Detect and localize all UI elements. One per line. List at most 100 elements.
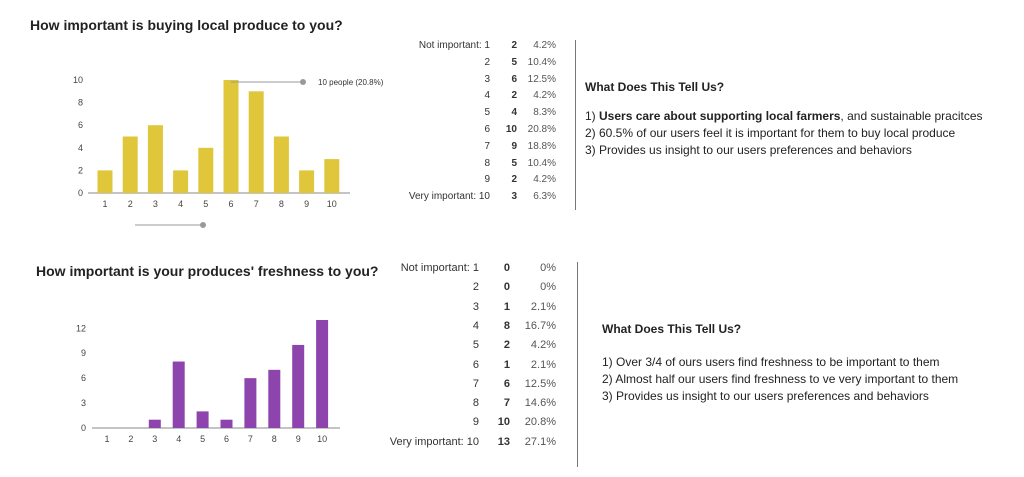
table1-count: 4	[511, 107, 517, 119]
table2-row: 8 7 14.6%	[378, 397, 563, 411]
chart2-bar	[220, 419, 233, 428]
chart2-bar	[316, 320, 329, 428]
insight-2-line-1: 1) Over 3/4 of ours users find freshness…	[602, 355, 940, 369]
table1-row: 7 9 18.8%	[395, 141, 565, 155]
table2-percent: 4.2%	[530, 339, 556, 352]
table1-count: 10	[505, 124, 517, 135]
table1-count: 3	[511, 191, 517, 203]
chart1-y-tick-label: 10	[73, 75, 83, 85]
insight-1-line-3: 3) Provides us insight to our users pref…	[585, 143, 912, 157]
table2-percent: 20.8%	[524, 416, 556, 429]
chart1-y-tick-label: 6	[78, 120, 83, 130]
insight-1-line-1: 1) Users care about supporting local far…	[585, 109, 983, 123]
chart2-x-tick-label: 8	[272, 434, 277, 444]
chart2-x-tick-label: 1	[104, 434, 109, 444]
table2-percent: 0%	[540, 262, 556, 274]
chart1-bar	[122, 136, 138, 193]
chart2-bar	[244, 378, 257, 428]
table2-label: 6	[472, 358, 479, 371]
chart2-x-tick-label: 3	[152, 434, 157, 444]
chart2-bar	[196, 411, 209, 428]
chart1-x-tick-label: 3	[153, 199, 158, 209]
table1-label: 8	[484, 157, 490, 169]
table2-percent: 0%	[540, 281, 556, 294]
chart1-bar	[299, 170, 315, 193]
table2-row: 5 2 4.2%	[378, 339, 563, 353]
table1-count: 5	[511, 157, 517, 169]
insight-2-line-2: 2) Almost half our users find freshness …	[602, 372, 959, 386]
table2-label: 8	[472, 397, 479, 410]
table2-row: 9 10 20.8%	[378, 416, 563, 430]
chart1-bar	[223, 80, 239, 193]
chart1-bar	[173, 170, 189, 193]
chart2-x-tick-label: 5	[200, 434, 205, 444]
table2-count: 8	[503, 319, 510, 332]
table1-count: 2	[511, 174, 517, 186]
table1-row: Very important: 10 3 6.3%	[395, 191, 565, 205]
chart2-y-tick-label: 6	[81, 373, 86, 383]
chart1-y-tick-label: 2	[78, 165, 83, 175]
insight-panel-2: What Does This Tell Us? 1) Over 3/4 of o…	[602, 322, 958, 405]
table2-count: 1	[503, 358, 510, 371]
table1-percent: 6.3%	[533, 191, 556, 203]
chart1-x-tick-label: 2	[128, 199, 133, 209]
table2-percent: 2.1%	[530, 300, 556, 313]
table1-percent: 10.4%	[527, 157, 556, 169]
table1-count: 9	[511, 140, 517, 152]
chart2-bar	[148, 419, 161, 428]
chart2-x-tick-label: 7	[248, 434, 253, 444]
scroll-handle	[200, 222, 206, 228]
table1-row: 8 5 10.4%	[395, 158, 565, 172]
table1-row: 5 4 8.3%	[395, 107, 565, 121]
insight-heading-2: What Does This Tell Us?	[602, 322, 742, 336]
table2-row: Very important: 10 13 27.1%	[378, 436, 563, 450]
table2-label: 7	[472, 377, 479, 390]
insight-1-line-2: 2) 60.5% of our users feel it is importa…	[585, 126, 956, 140]
table2-percent: 27.1%	[524, 435, 556, 448]
table2-row: 6 1 2.1%	[378, 359, 563, 373]
table1-row: Not important: 1 2 4.2%	[395, 40, 565, 54]
chart2-x-tick-label: 10	[317, 434, 327, 444]
table1-percent: 4.2%	[533, 90, 556, 102]
table1-row: 9 2 4.2%	[395, 174, 565, 188]
table2-label: Very important: 10	[389, 435, 479, 448]
insight-2-line-3: 3) Provides us insight to our users pref…	[602, 389, 929, 403]
table1-row: 3 6 12.5%	[395, 74, 565, 88]
responses-table-1: Not important: 1 2 4.2% 2 5 10.4% 3 6 12.5% 4 2 4.2…	[395, 40, 565, 210]
table1-row: 4 2 4.2%	[395, 90, 565, 104]
chart1-x-tick-label: 5	[203, 199, 208, 209]
chart1-y-tick-label: 8	[78, 98, 83, 108]
table1-row: 6 10 20.8%	[395, 124, 565, 138]
chart1-bar	[273, 136, 289, 193]
table1-label: 4	[484, 90, 490, 102]
chart2-x-tick-label: 6	[224, 434, 229, 444]
table2-count: 2	[503, 339, 510, 352]
table1-label: 7	[484, 140, 490, 152]
table1-label: 9	[484, 174, 490, 186]
table1-label: 2	[484, 56, 490, 68]
chart2-y-tick-label: 12	[76, 323, 86, 333]
table2-row: 3 1 2.1%	[378, 301, 563, 315]
insight-heading-1: What Does This Tell Us?	[585, 80, 725, 94]
table2-row: 4 8 16.7%	[378, 320, 563, 334]
responses-table-2: Not important: 1 0 0% 2 0 0% 3 1 2.1% 4 8 16.7% 5 2 4.…	[378, 262, 563, 457]
table1-label: Very important: 10	[408, 191, 490, 203]
table1-percent: 10.4%	[527, 56, 556, 68]
table2-percent: 2.1%	[530, 358, 556, 371]
chart1-x-tick-label: 10	[327, 199, 337, 209]
table2-count: 0	[503, 262, 510, 274]
chart2-bar	[292, 344, 305, 428]
chart1-bar	[97, 170, 113, 193]
table1-percent: 18.8%	[527, 140, 556, 152]
insight-panel-1: What Does This Tell Us? 1) Users care ab…	[585, 80, 983, 159]
table1-label: 5	[484, 107, 490, 119]
table1-percent: 4.2%	[533, 174, 556, 186]
table2-label: 9	[472, 416, 479, 429]
chart1-bar	[147, 125, 163, 193]
chart2-x-tick-label: 4	[176, 434, 181, 444]
table2-count: 10	[497, 416, 510, 429]
table1-percent: 8.3%	[533, 107, 556, 119]
table2-row: 7 6 12.5%	[378, 378, 563, 392]
